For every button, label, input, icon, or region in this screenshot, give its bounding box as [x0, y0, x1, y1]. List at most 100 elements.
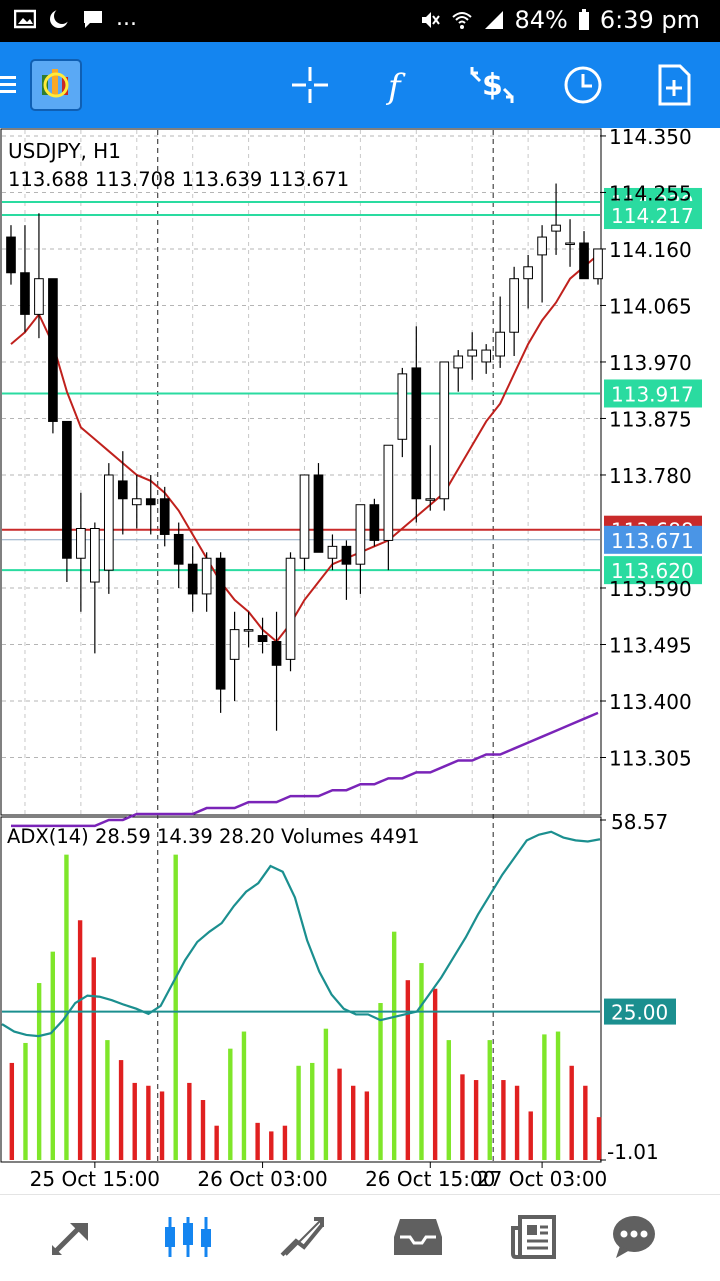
volume-bar [432, 988, 438, 1160]
symbol-label: USDJPY, H1 [8, 139, 121, 163]
crosshair-button[interactable] [284, 59, 336, 111]
mute-icon [421, 12, 440, 28]
price-tick-label: 114.255 [609, 181, 692, 205]
volume-bar [569, 1065, 574, 1160]
price-tick-label: 114.350 [609, 128, 692, 149]
volume-bar [391, 931, 397, 1160]
nav-history[interactable] [392, 1213, 444, 1261]
candle [397, 367, 408, 458]
volume-bar [173, 854, 178, 1160]
menu-button[interactable] [0, 59, 26, 111]
candle [103, 463, 114, 594]
candle [257, 617, 268, 654]
nav-messages[interactable] [608, 1213, 660, 1261]
candle [467, 332, 478, 380]
price-tick-label: 113.875 [609, 407, 692, 431]
volume-bar [596, 1117, 602, 1160]
candle [509, 266, 519, 357]
candle [481, 344, 492, 374]
trade-icon: $ [470, 67, 514, 103]
more-notifications: ... [116, 6, 137, 31]
indicators-button[interactable]: f [374, 59, 426, 111]
candle [565, 219, 575, 267]
candle [355, 504, 366, 594]
history-icon [394, 1219, 442, 1255]
bottom-nav [0, 1194, 720, 1281]
nav-trade[interactable] [276, 1213, 328, 1261]
candle [383, 444, 394, 571]
clock: 6:39 pm [599, 6, 700, 34]
main-chart-frame [0, 128, 602, 816]
volume-bar [228, 1048, 233, 1160]
candle [76, 492, 86, 612]
svg-text:25.00: 25.00 [611, 1001, 668, 1025]
candle [523, 254, 533, 309]
toolbar: f $ [0, 42, 720, 128]
nav-quotes[interactable] [46, 1213, 98, 1261]
volume-bar [323, 1028, 329, 1160]
price-level-label: 113.620 [604, 556, 702, 585]
volume-bar [501, 1080, 506, 1160]
candle [341, 540, 352, 600]
quotes-icon [52, 1223, 88, 1255]
candle [131, 474, 142, 529]
candle [411, 326, 422, 523]
price-tick-label: 114.065 [609, 294, 692, 318]
volume-bar [91, 957, 96, 1160]
volume-bar [105, 1040, 110, 1160]
time-tick-label: 27 Oct 03:00 [477, 1167, 607, 1191]
moving-average-short [10, 254, 599, 643]
svg-text:113.620: 113.620 [611, 559, 694, 583]
candle [159, 486, 170, 547]
new-order-button[interactable]: $ [466, 59, 518, 111]
candle [285, 552, 296, 672]
volume-bar [310, 1062, 315, 1160]
svg-text:$: $ [482, 68, 503, 103]
chart-area[interactable]: 114.239114.217113.917113.688113.620113.6… [0, 128, 720, 1194]
time-tick-label: 25 Oct 15:00 [30, 1167, 160, 1191]
candle [495, 296, 505, 368]
svg-text:114.217: 114.217 [611, 204, 694, 228]
account-button[interactable] [30, 59, 82, 111]
template-button[interactable] [648, 59, 700, 111]
volume-bar [50, 951, 55, 1160]
menu-icon [0, 76, 16, 93]
volume-bar [487, 1040, 492, 1160]
volume-bar [9, 1062, 15, 1160]
indicator-min-label: -1.01 [607, 1140, 659, 1164]
svg-text:113.671: 113.671 [611, 529, 694, 553]
price-tick-label: 113.780 [609, 464, 692, 488]
volume-bar [214, 1125, 219, 1160]
volume-bar [118, 1060, 124, 1160]
gallery-icon [14, 9, 36, 28]
candle [117, 451, 128, 535]
battery-level: 84% [514, 6, 568, 34]
candle [173, 522, 184, 588]
current-price-label: 113.671 [604, 525, 702, 554]
volume-bar [378, 1003, 383, 1160]
candle [369, 498, 380, 547]
nav-news[interactable] [508, 1213, 560, 1261]
timeframe-button[interactable] [557, 59, 609, 111]
period-icon [564, 66, 602, 104]
volume-bar [364, 1091, 370, 1160]
status-bar: ... 84% 6:39 pm [0, 0, 720, 42]
price-chart[interactable]: 114.239114.217113.917113.688113.620113.6… [0, 128, 720, 1194]
candle [48, 278, 58, 434]
candle [145, 474, 156, 535]
volume-bar [187, 1082, 192, 1160]
candle [579, 231, 589, 280]
svg-text:113.917: 113.917 [611, 382, 694, 406]
volume-bar [241, 1031, 247, 1160]
volume-bar [583, 1085, 588, 1160]
indicator-label: ADX(14) 28.59 14.39 28.20 Volumes 4491 [7, 825, 420, 848]
volume-bar [528, 1111, 533, 1160]
candle [20, 225, 30, 333]
chart-icon [165, 1217, 211, 1257]
volume-bar [419, 963, 424, 1160]
nav-chart[interactable] [162, 1213, 214, 1261]
price-tick-label: 113.970 [609, 351, 692, 375]
messages-icon [613, 1216, 655, 1258]
moving-average-long [10, 711, 599, 828]
wifi-icon [451, 12, 472, 29]
